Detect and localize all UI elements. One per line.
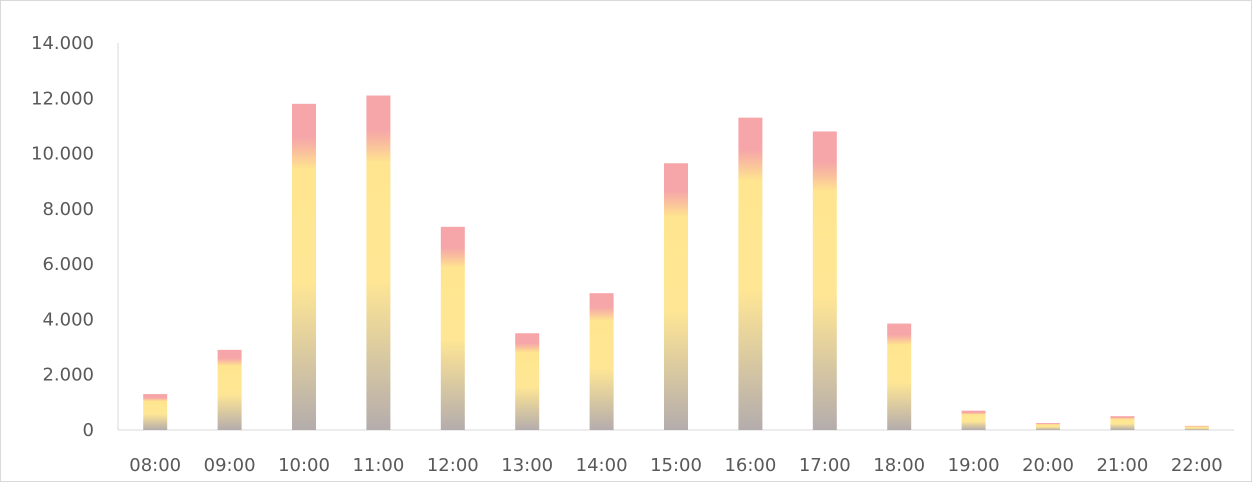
x-tick-label: 09:00 [204, 455, 256, 476]
x-tick-label: 21:00 [1096, 455, 1148, 476]
x-tick-label: 13:00 [501, 455, 553, 476]
bars [143, 95, 1209, 431]
x-tick-label: 18:00 [873, 455, 925, 476]
bar-1700 [812, 131, 837, 430]
bar-1000 [292, 103, 316, 431]
y-tick-label: 12.000 [31, 88, 94, 109]
y-axis: 0 2.000 4.000 6.000 8.000 10.000 12.000 14.000 [31, 33, 119, 441]
y-tick-label: 14.000 [31, 33, 94, 54]
y-tick-label: 0 [83, 420, 94, 441]
bar-0800 [143, 394, 168, 430]
bar-2100 [1110, 416, 1135, 430]
x-tick-label: 17:00 [799, 455, 851, 476]
bar-1300 [515, 333, 540, 430]
bar-1900 [961, 410, 986, 430]
bar-1600 [738, 117, 763, 430]
x-tick-label: 11:00 [352, 455, 404, 476]
x-tick-label: 15:00 [650, 455, 702, 476]
x-tick-label: 08:00 [129, 455, 181, 476]
bar-1400 [589, 293, 614, 430]
bar-1500 [664, 163, 688, 430]
y-tick-label: 2.000 [42, 365, 94, 386]
y-tick-label: 6.000 [42, 254, 94, 275]
bar-1100 [366, 95, 391, 431]
bar-2000 [1036, 423, 1060, 430]
x-tick-label: 10:00 [278, 455, 330, 476]
x-tick-label: 19:00 [948, 455, 1000, 476]
x-tick-label: 20:00 [1022, 455, 1074, 476]
y-tick-label: 4.000 [42, 309, 94, 330]
y-tick-label: 10.000 [31, 144, 94, 165]
bar-0900 [217, 349, 242, 430]
bar-2200 [1184, 425, 1209, 430]
x-axis: 08:00 09:00 10:00 11:00 12:00 13:00 14:00 15:00… [118, 429, 1234, 476]
y-tick-label: 8.000 [42, 199, 94, 220]
x-tick-label: 12:00 [427, 455, 479, 476]
x-tick-label: 16:00 [724, 455, 776, 476]
bar-1200 [440, 226, 465, 430]
x-tick-label: 22:00 [1171, 455, 1223, 476]
bar-1800 [887, 323, 912, 430]
x-tick-label: 14:00 [576, 455, 628, 476]
